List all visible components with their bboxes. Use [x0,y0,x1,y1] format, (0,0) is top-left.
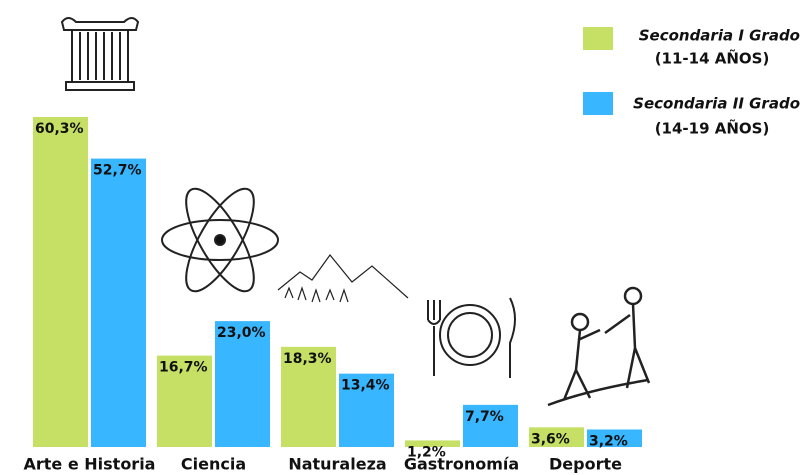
value-label: 3,2% [589,433,628,449]
legend-sublabel: (14-19 AÑOS) [655,119,770,138]
atom-icon [161,187,279,293]
legend-label: Secondaria I Grado [639,27,800,45]
x-tick-label: Naturaleza [288,455,386,474]
value-label: 1,2% [407,444,446,460]
value-label: 7,7% [465,409,504,425]
bar [215,321,270,447]
value-label: 16,7% [159,360,208,376]
bar [463,404,518,447]
plate-icon [427,297,516,378]
x-tick-label: Ciencia [181,455,246,474]
x-tick-label: Deporte [549,455,622,474]
x-tick-label: Gastronomía [404,455,519,474]
legend-label: Secondaria II Grado [633,95,800,113]
value-label: 60,3% [35,121,84,137]
legend-sublabel: (11-14 AÑOS) [655,49,770,68]
hikers-icon [547,286,651,407]
bar [587,429,642,447]
legend-swatch [583,92,613,115]
x-tick-label: Arte e Historia [24,455,156,474]
mountain-icon [277,254,409,303]
value-label: 3,6% [531,431,570,447]
bar [339,373,394,447]
value-label: 52,7% [93,163,142,179]
legend-swatch [583,27,613,50]
bar [281,346,336,447]
bar [91,158,146,447]
bar [33,117,88,447]
value-label: 18,3% [283,351,332,367]
value-label: 13,4% [341,378,390,394]
bar [529,427,584,447]
column-icon [60,17,140,91]
bar [157,355,212,447]
bar [405,440,460,447]
value-label: 23,0% [217,325,266,341]
